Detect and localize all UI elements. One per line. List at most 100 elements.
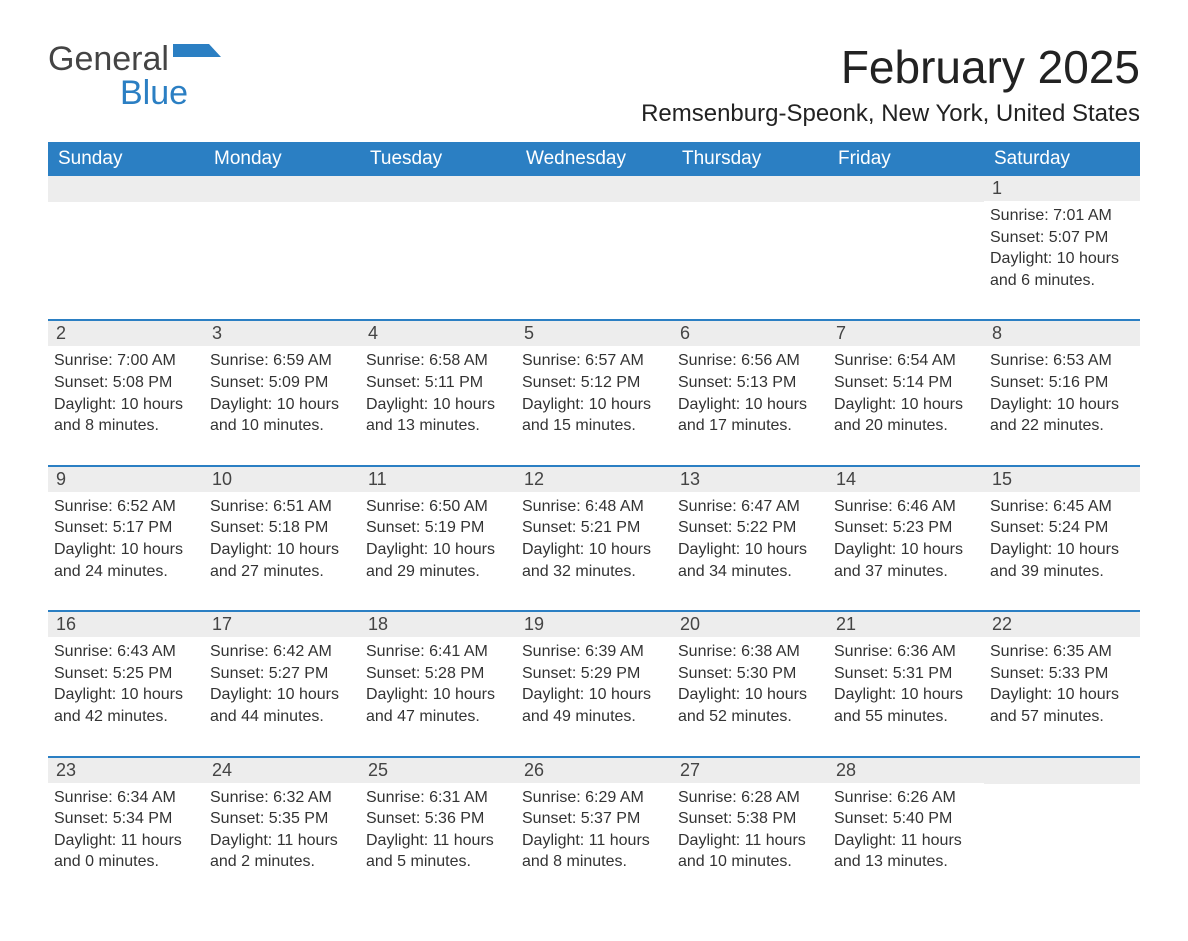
- sunrise-text: Sunrise: 6:57 AM: [522, 350, 666, 372]
- day-number: [204, 176, 360, 202]
- day-number: 13: [672, 467, 828, 492]
- logo-flag-icon: [173, 44, 221, 70]
- daylight-text: Daylight: 10 hours and 27 minutes.: [210, 539, 354, 582]
- calendar-day: 10Sunrise: 6:51 AMSunset: 5:18 PMDayligh…: [204, 466, 360, 611]
- sunrise-text: Sunrise: 6:47 AM: [678, 496, 822, 518]
- day-number: 17: [204, 612, 360, 637]
- day-number: [48, 176, 204, 202]
- calendar-day: 11Sunrise: 6:50 AMSunset: 5:19 PMDayligh…: [360, 466, 516, 611]
- day-number: 2: [48, 321, 204, 346]
- sunset-text: Sunset: 5:25 PM: [54, 663, 198, 685]
- calendar-day: 17Sunrise: 6:42 AMSunset: 5:27 PMDayligh…: [204, 611, 360, 756]
- sunset-text: Sunset: 5:40 PM: [834, 808, 978, 830]
- calendar-week: 9Sunrise: 6:52 AMSunset: 5:17 PMDaylight…: [48, 466, 1140, 611]
- calendar-day: 3Sunrise: 6:59 AMSunset: 5:09 PMDaylight…: [204, 320, 360, 465]
- sunset-text: Sunset: 5:23 PM: [834, 517, 978, 539]
- day-number: 10: [204, 467, 360, 492]
- calendar-day: 21Sunrise: 6:36 AMSunset: 5:31 PMDayligh…: [828, 611, 984, 756]
- day-number: 9: [48, 467, 204, 492]
- sunset-text: Sunset: 5:24 PM: [990, 517, 1134, 539]
- daylight-text: Daylight: 10 hours and 49 minutes.: [522, 684, 666, 727]
- day-number: 23: [48, 758, 204, 783]
- title-block: February 2025 Remsenburg-Speonk, New Yor…: [641, 40, 1140, 142]
- sunset-text: Sunset: 5:34 PM: [54, 808, 198, 830]
- sunrise-text: Sunrise: 6:42 AM: [210, 641, 354, 663]
- sunset-text: Sunset: 5:28 PM: [366, 663, 510, 685]
- sunrise-text: Sunrise: 6:53 AM: [990, 350, 1134, 372]
- day-number: [828, 176, 984, 202]
- calendar-week: 2 Sunrise: 7:00 AMSunset: 5:08 PM Daylight…: [48, 320, 1140, 465]
- day-header: Friday: [828, 142, 984, 176]
- sunset-text: Sunset: 5:08 PM: [54, 372, 198, 394]
- sunrise-text: Sunrise: 6:58 AM: [366, 350, 510, 372]
- calendar-day: 15Sunrise: 6:45 AMSunset: 5:24 PMDayligh…: [984, 466, 1140, 611]
- calendar-day: [516, 176, 672, 320]
- sunrise-text: Sunrise: 6:36 AM: [834, 641, 978, 663]
- day-number: 4: [360, 321, 516, 346]
- day-header: Tuesday: [360, 142, 516, 176]
- day-header: Sunday: [48, 142, 204, 176]
- daylight-text: Daylight: 11 hours and 2 minutes.: [210, 830, 354, 873]
- daylight-text: Daylight: 10 hours and 47 minutes.: [366, 684, 510, 727]
- calendar-day: 26Sunrise: 6:29 AMSunset: 5:37 PMDayligh…: [516, 757, 672, 901]
- calendar-day: [672, 176, 828, 320]
- sunset-text: Sunset: 5:33 PM: [990, 663, 1134, 685]
- day-header: Saturday: [984, 142, 1140, 176]
- sunset-text: Sunset: 5:11 PM: [366, 372, 510, 394]
- day-number: 20: [672, 612, 828, 637]
- day-number: 7: [828, 321, 984, 346]
- daylight-text: Daylight: 10 hours and 37 minutes.: [834, 539, 978, 582]
- day-number: 24: [204, 758, 360, 783]
- sunrise-text: Sunrise: 6:52 AM: [54, 496, 198, 518]
- header: General Blue February 2025 Remsenburg-Sp…: [48, 40, 1140, 142]
- calendar-day: 1Sunrise: 7:01 AMSunset: 5:07 PMDaylight…: [984, 176, 1140, 320]
- daylight-text: Daylight: 10 hours and 15 minutes.: [522, 394, 666, 437]
- daylight-text: Daylight: 11 hours and 10 minutes.: [678, 830, 822, 873]
- sunset-text: Sunset: 5:16 PM: [990, 372, 1134, 394]
- sunset-text: Sunset: 5:19 PM: [366, 517, 510, 539]
- daylight-text: Daylight: 11 hours and 13 minutes.: [834, 830, 978, 873]
- day-number: 12: [516, 467, 672, 492]
- sunrise-text: Sunrise: 6:34 AM: [54, 787, 198, 809]
- day-number: 15: [984, 467, 1140, 492]
- calendar-day: 5Sunrise: 6:57 AMSunset: 5:12 PMDaylight…: [516, 320, 672, 465]
- calendar-day: 25Sunrise: 6:31 AMSunset: 5:36 PMDayligh…: [360, 757, 516, 901]
- logo-text-blue: Blue: [120, 74, 188, 112]
- sunset-text: Sunset: 5:09 PM: [210, 372, 354, 394]
- sunrise-text: Sunrise: 6:29 AM: [522, 787, 666, 809]
- daylight-text: Daylight: 10 hours and 39 minutes.: [990, 539, 1134, 582]
- sunset-text: Sunset: 5:12 PM: [522, 372, 666, 394]
- day-number: 26: [516, 758, 672, 783]
- sunrise-text: Sunrise: 7:00 AM: [54, 350, 198, 372]
- day-number: [672, 176, 828, 202]
- day-number: 21: [828, 612, 984, 637]
- day-number: 6: [672, 321, 828, 346]
- sunset-text: Sunset: 5:07 PM: [990, 227, 1134, 249]
- calendar-day: 24Sunrise: 6:32 AMSunset: 5:35 PMDayligh…: [204, 757, 360, 901]
- calendar-day: 28Sunrise: 6:26 AMSunset: 5:40 PMDayligh…: [828, 757, 984, 901]
- day-header: Thursday: [672, 142, 828, 176]
- daylight-text: Daylight: 10 hours and 32 minutes.: [522, 539, 666, 582]
- location: Remsenburg-Speonk, New York, United Stat…: [641, 100, 1140, 128]
- calendar-day: [984, 757, 1140, 901]
- calendar-day: [48, 176, 204, 320]
- day-number: 28: [828, 758, 984, 783]
- daylight-text: Daylight: 10 hours and 24 minutes.: [54, 539, 198, 582]
- daylight-text: Daylight: 11 hours and 5 minutes.: [366, 830, 510, 873]
- day-number: 1: [984, 176, 1140, 201]
- sunrise-text: Sunrise: 6:35 AM: [990, 641, 1134, 663]
- daylight-text: Daylight: 10 hours and 55 minutes.: [834, 684, 978, 727]
- calendar-day: 16Sunrise: 6:43 AMSunset: 5:25 PMDayligh…: [48, 611, 204, 756]
- daylight-text: Daylight: 10 hours and 44 minutes.: [210, 684, 354, 727]
- calendar-day: 7Sunrise: 6:54 AMSunset: 5:14 PMDaylight…: [828, 320, 984, 465]
- calendar-day: 12Sunrise: 6:48 AMSunset: 5:21 PMDayligh…: [516, 466, 672, 611]
- day-header-row: Sunday Monday Tuesday Wednesday Thursday…: [48, 142, 1140, 176]
- calendar-day: 6Sunrise: 6:56 AMSunset: 5:13 PMDaylight…: [672, 320, 828, 465]
- calendar-day: 19Sunrise: 6:39 AMSunset: 5:29 PMDayligh…: [516, 611, 672, 756]
- sunset-text: Sunset: 5:22 PM: [678, 517, 822, 539]
- day-number: [360, 176, 516, 202]
- day-header: Wednesday: [516, 142, 672, 176]
- daylight-text: Daylight: 10 hours and 52 minutes.: [678, 684, 822, 727]
- sunrise-text: Sunrise: 6:51 AM: [210, 496, 354, 518]
- calendar-day: 2Sunrise: 7:00 AMSunset: 5:08 PMDaylight…: [48, 320, 204, 465]
